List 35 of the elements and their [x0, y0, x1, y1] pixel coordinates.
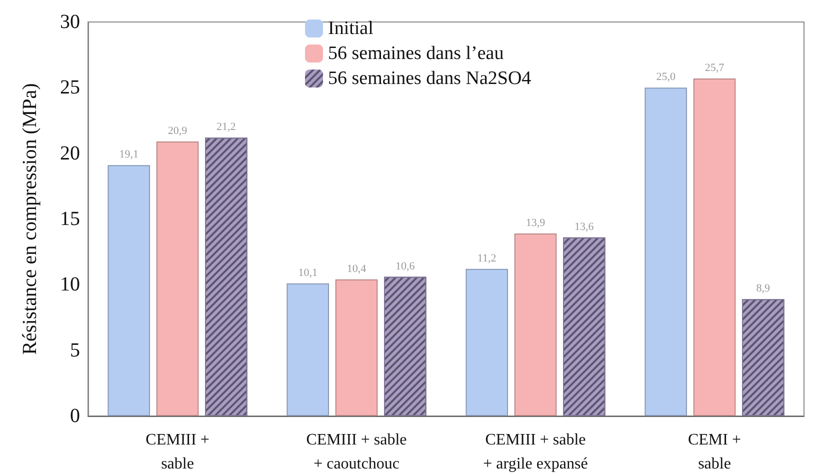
y-tick-label: 30	[60, 11, 80, 33]
y-tick-label: 0	[70, 405, 80, 427]
x-tick-label: CEMIII + sable + caoutchouc	[306, 432, 407, 472]
bar	[286, 283, 329, 416]
y-axis-title: Résistance en compression (MPa)	[19, 83, 41, 355]
data-label: 19,1	[119, 148, 138, 161]
bar	[693, 78, 736, 416]
data-label: 25,7	[704, 62, 725, 74]
data-label: 10,6	[396, 260, 416, 272]
data-label: 13,9	[526, 216, 546, 229]
data-label: 11,2	[477, 252, 496, 264]
data-label: 20,9	[168, 125, 188, 138]
x-tick-label: CEMI + sable	[688, 432, 742, 472]
bar	[108, 165, 150, 416]
legend-label: Initial	[328, 18, 374, 39]
bar	[644, 88, 687, 416]
bar	[335, 279, 378, 416]
x-tick-label: CEMIII + sable + argile expansé	[483, 432, 588, 472]
bar	[466, 268, 508, 416]
x-tick-label: CEMIII + sable	[146, 432, 210, 472]
legend-label: 56 semaines dans l’eau	[328, 43, 504, 64]
data-label: 10,4	[346, 262, 367, 275]
data-label: 25,0	[656, 71, 676, 84]
y-tick-label: 15	[60, 208, 80, 230]
data-label: 8,9	[756, 282, 771, 295]
y-tick-label: 5	[70, 339, 80, 362]
y-tick-label: 10	[60, 274, 80, 296]
legend-label: 56 semaines dans Na2SO4	[328, 68, 532, 89]
data-label: 21,2	[216, 121, 236, 134]
y-tick-label: 25	[60, 76, 80, 99]
data-label: 10,1	[298, 266, 318, 279]
bar	[514, 233, 557, 416]
bar	[156, 142, 199, 416]
data-label: 13,6	[574, 220, 594, 233]
y-tick-label: 20	[60, 142, 80, 164]
